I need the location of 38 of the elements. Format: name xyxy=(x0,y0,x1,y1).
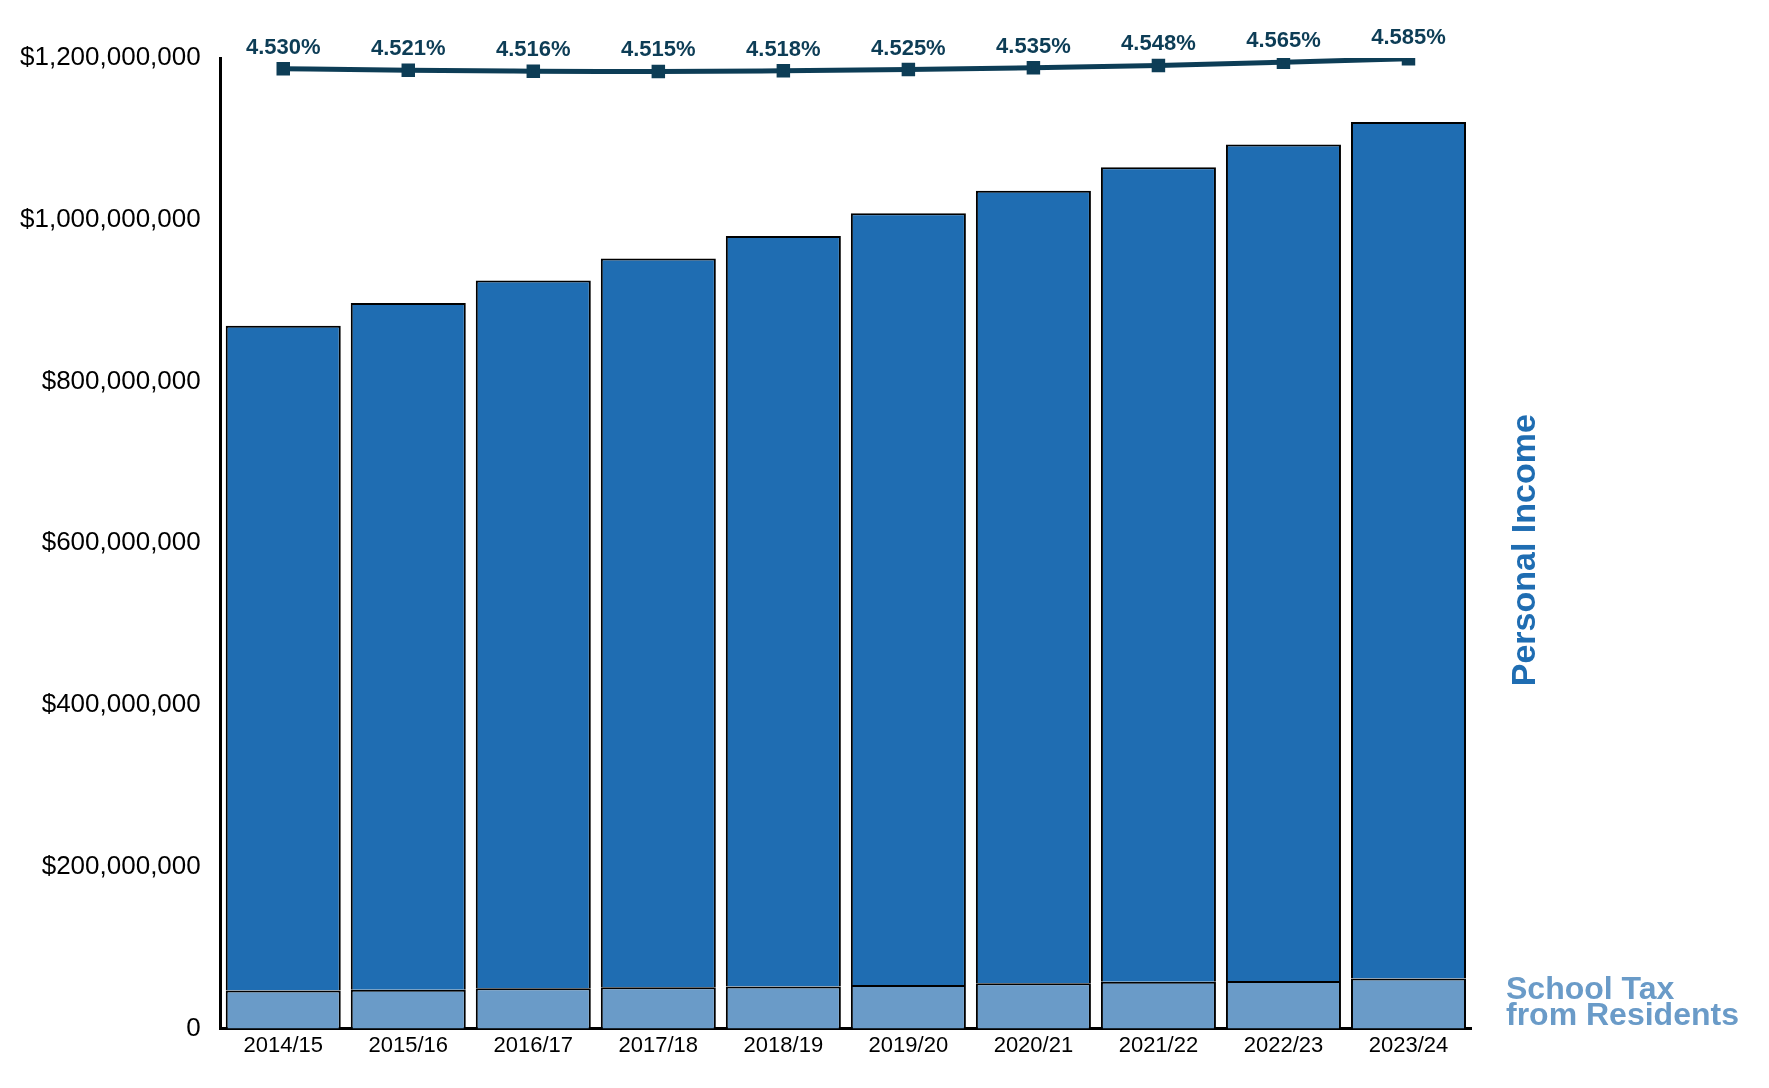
point xyxy=(901,62,916,77)
data-label: 4.516% xyxy=(495,36,571,62)
data-label: 4.521% xyxy=(370,35,446,61)
y-tick-label: $400,000,000 xyxy=(41,688,201,719)
data-label: 4.548% xyxy=(1121,30,1196,56)
x-tick-label: 2017/18 xyxy=(618,1031,699,1057)
point xyxy=(651,64,666,79)
y-tick-label: $200,000,000 xyxy=(41,850,201,881)
x-tick-label: 2021/22 xyxy=(1118,1031,1199,1057)
point xyxy=(1026,61,1041,75)
data-label: 4.530% xyxy=(245,33,321,59)
text: Personal Income xyxy=(1504,414,1543,687)
y-tick-label: $1,200,000,000 xyxy=(20,41,201,72)
point xyxy=(276,61,290,76)
x-tick-label: 2019/20 xyxy=(868,1031,949,1057)
x-tick-label: 2022/23 xyxy=(1243,1031,1324,1057)
x-tick-label: 2020/21 xyxy=(993,1031,1074,1057)
point xyxy=(526,64,541,78)
x-tick-label: 2015/16 xyxy=(368,1031,449,1057)
x-tick-label: 2018/19 xyxy=(743,1031,824,1057)
series-label: School Tax from Residents xyxy=(1506,970,1739,1033)
data-label: 4.518% xyxy=(746,35,821,61)
y-tick-label: 0 xyxy=(186,1011,201,1042)
y-tick-label: $600,000,000 xyxy=(41,526,201,557)
data-label: 4.565% xyxy=(1246,27,1321,53)
point xyxy=(776,64,791,78)
data-label: 4.525% xyxy=(871,34,946,60)
point xyxy=(401,63,416,78)
y-tick-label: $1,000,000,000 xyxy=(20,202,201,233)
point xyxy=(1151,58,1166,73)
data-label: 4.535% xyxy=(996,32,1071,58)
x-tick-label: 2014/15 xyxy=(243,1031,324,1057)
data-label: 4.515% xyxy=(621,36,696,62)
x-tick-label: 2023/24 xyxy=(1368,1031,1449,1057)
y-tick-label: $800,000,000 xyxy=(41,364,201,395)
data-label: 4.585% xyxy=(1371,23,1446,49)
point xyxy=(1276,58,1291,70)
x-tick-label: 2016/17 xyxy=(493,1031,574,1057)
